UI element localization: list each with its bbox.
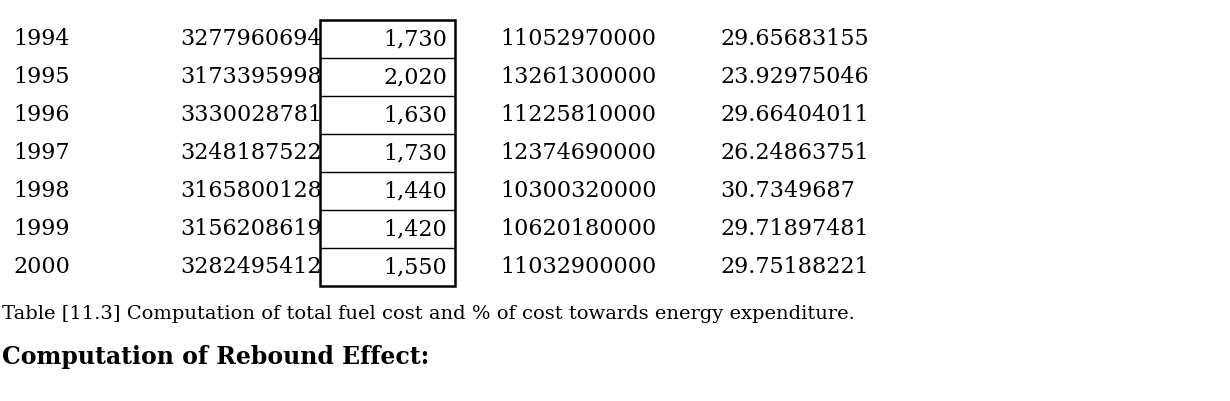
Text: 1997: 1997 [14, 142, 70, 164]
Text: 11052970000: 11052970000 [501, 28, 656, 50]
Text: 1998: 1998 [14, 180, 70, 202]
Text: 3165800128: 3165800128 [180, 180, 322, 202]
Text: Computation of Rebound Effect:: Computation of Rebound Effect: [2, 345, 429, 369]
Text: 1,730: 1,730 [383, 28, 446, 50]
Text: 29.75188221: 29.75188221 [720, 256, 868, 278]
Text: 3248187522: 3248187522 [180, 142, 321, 164]
Text: 3277960694: 3277960694 [180, 28, 321, 50]
Text: 1999: 1999 [14, 218, 70, 240]
Text: 1,550: 1,550 [384, 256, 446, 278]
Text: 1994: 1994 [14, 28, 70, 50]
Text: 29.66404011: 29.66404011 [720, 104, 868, 126]
Text: 1,440: 1,440 [384, 180, 446, 202]
Text: 2000: 2000 [14, 256, 70, 278]
Text: 30.7349687: 30.7349687 [720, 180, 855, 202]
Text: 10620180000: 10620180000 [501, 218, 657, 240]
Text: 1,630: 1,630 [383, 104, 446, 126]
Text: 1,730: 1,730 [383, 142, 446, 164]
Text: 11032900000: 11032900000 [501, 256, 657, 278]
Text: 3282495412: 3282495412 [180, 256, 321, 278]
Text: 13261300000: 13261300000 [501, 66, 657, 88]
Bar [320, 20, 455, 286]
Text: 3330028781: 3330028781 [180, 104, 322, 126]
Text: 10300320000: 10300320000 [501, 180, 657, 202]
Text: 26.24863751: 26.24863751 [720, 142, 868, 164]
Text: 2,020: 2,020 [383, 66, 446, 88]
Text: 1996: 1996 [14, 104, 70, 126]
Text: 29.65683155: 29.65683155 [720, 28, 868, 50]
Text: 29.71897481: 29.71897481 [720, 218, 868, 240]
Text: 1995: 1995 [14, 66, 70, 88]
Text: Table [11.3] Computation of total fuel cost and % of cost towards energy expendi: Table [11.3] Computation of total fuel c… [2, 305, 855, 323]
Text: 1,420: 1,420 [384, 218, 446, 240]
Text: 23.92975046: 23.92975046 [720, 66, 868, 88]
Text: 3156208619: 3156208619 [180, 218, 321, 240]
Text: 12374690000: 12374690000 [501, 142, 656, 164]
Text: 11225810000: 11225810000 [501, 104, 656, 126]
Text: 3173395998: 3173395998 [180, 66, 322, 88]
